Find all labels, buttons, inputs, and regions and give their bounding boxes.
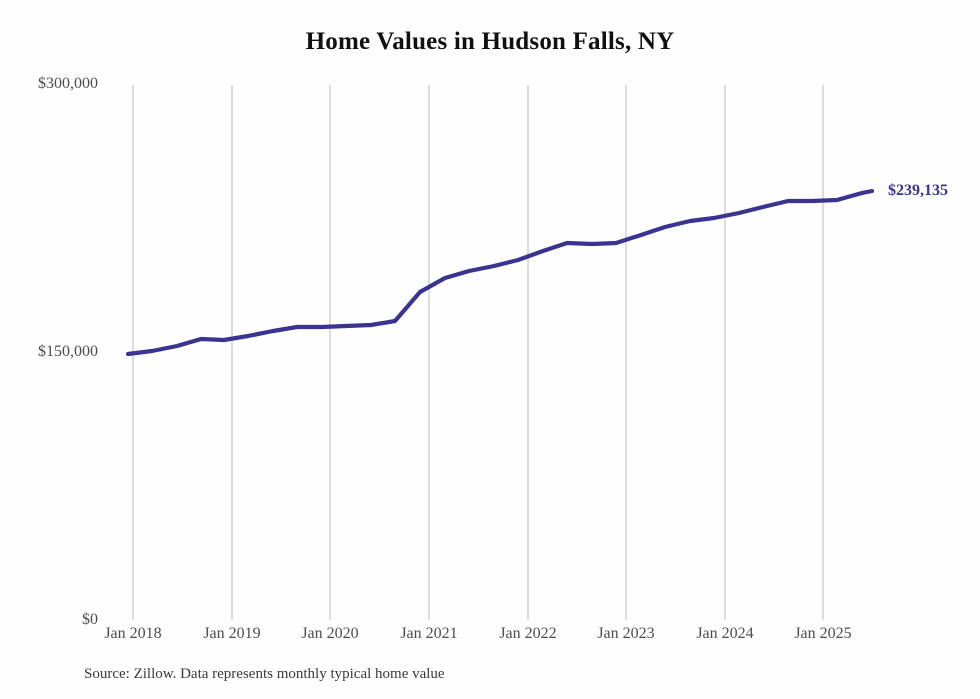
x-tick-label-jan-2021: Jan 2021: [400, 625, 458, 642]
x-tick-label-jan-2023: Jan 2023: [597, 625, 655, 642]
data-line-series-typical-home-value: [125, 188, 875, 357]
x-tick-label-jan-2018: Jan 2018: [104, 625, 162, 642]
x-tick-label-jan-2020: Jan 2020: [301, 625, 359, 642]
y-tick-label-300000: $300,000: [38, 75, 98, 92]
y-tick-label-150000: $150,000: [38, 343, 98, 360]
y-tick-label-0: $0: [82, 611, 98, 628]
x-tick-label-jan-2025: Jan 2025: [794, 625, 852, 642]
gridlines: [132, 85, 824, 620]
x-tick-label-jan-2022: Jan 2022: [499, 625, 557, 642]
x-tick-label-jan-2024: Jan 2024: [696, 625, 754, 642]
source-note: Source: Zillow. Data represents monthly …: [84, 666, 445, 682]
end-value-annotation: $239,135: [888, 182, 948, 199]
x-tick-label-jan-2019: Jan 2019: [203, 625, 261, 642]
chart-title: Home Values in Hudson Falls, NY: [305, 28, 675, 55]
